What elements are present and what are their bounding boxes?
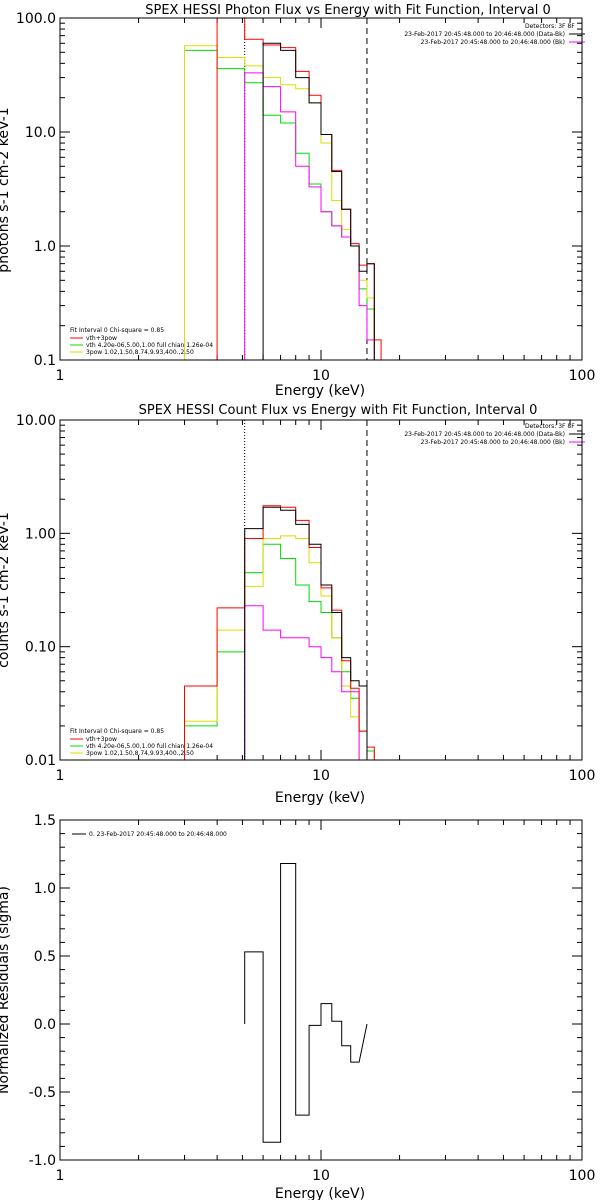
panel2-marks: [184, 420, 375, 761]
panel2-legend: Detectors: 3F 8F 23-Feb-2017 20:45:48.00…: [404, 423, 585, 446]
y-tick-label: -1.0: [29, 1153, 56, 1169]
panel1-fit-info: Fit Interval 0 Chi-square = 0.85 vth+3po…: [70, 327, 213, 356]
panel3-ylabel: Normalized Residuals (sigma): [0, 886, 12, 1094]
panel2-fit-line: vth+3pow: [86, 736, 117, 743]
panel1-fit-line: vth 4.20e-06,5.00,1.00 full chian 1.26e-…: [86, 342, 213, 349]
panel2-fit-line: vth 4.20e-06,5.00,1.00 full chian 1.26e-…: [86, 743, 213, 750]
x-tick-label: 10: [312, 768, 330, 784]
y-tick-label: 1.5: [34, 813, 56, 829]
x-tick-label: 100: [569, 768, 596, 784]
panel1-fit-line: vth+3pow: [86, 335, 117, 342]
y-tick-label: 0.0: [34, 1017, 56, 1033]
y-tick-label: 10.0: [25, 125, 56, 141]
x-tick-label: 10: [312, 368, 330, 384]
series-bk-histogram: [244, 605, 360, 760]
photon-flux-panel: SPEX HESSI Photon Flux vs Energy with Fi…: [0, 3, 595, 399]
y-tick-label: 0.5: [34, 949, 56, 965]
y-tick-label: 10.00: [16, 413, 56, 429]
residuals-histogram: [244, 863, 368, 1143]
x-tick-label: 1: [56, 1168, 65, 1184]
panel1-xlabel: Energy (keV): [275, 383, 365, 399]
panel2-ticks: 1 10 100 0.01 0.10 1.00 10.00: [16, 413, 595, 784]
y-tick-label: 0.01: [25, 753, 56, 769]
panel2-fit-line: Fit Interval 0 Chi-square = 0.85: [70, 728, 164, 735]
panel2-legend-header: Detectors: 3F 8F: [525, 423, 575, 430]
y-tick-label: 0.10: [25, 640, 56, 656]
panel1-frame: [59, 17, 583, 361]
panel2-fit-line: 3pow 1.02,1.50,8.74,9.93,400.,2.50: [86, 750, 194, 757]
panel1-legend: Detectors: 3F 8F 23-Feb-2017 20:45:48.00…: [404, 23, 585, 46]
panel2-legend-entry: 23-Feb-2017 20:45:48.000 to 20:46:48.000…: [404, 431, 565, 438]
panel3-ticks: 1 10 100 -1.0 -0.5 0.0 0.5 1.0 1.5: [29, 813, 596, 1184]
panel1-legend-header: Detectors: 3F 8F: [525, 23, 575, 30]
count-flux-panel: SPEX HESSI Count Flux vs Energy with Fit…: [0, 403, 595, 806]
x-tick-label: 100: [569, 1168, 596, 1184]
panel1-legend-entry: 23-Feb-2017 20:45:48.000 to 20:46:48.000…: [404, 31, 565, 38]
x-tick-label: 10: [312, 1168, 330, 1184]
panel1-legend-entry: 23-Feb-2017 20:45:48.000 to 20:46:48.000…: [421, 39, 565, 46]
panel1-marks: [184, 17, 382, 361]
y-tick-label: 100.0: [16, 11, 56, 27]
y-tick-label: 1.0: [34, 881, 56, 897]
panel1-ticks: 1 10 100 0.1 1.0 10.0 100.0: [16, 11, 595, 384]
y-tick-label: -0.5: [29, 1085, 56, 1101]
panel1-title: SPEX HESSI Photon Flux vs Energy with Fi…: [145, 3, 551, 18]
series-thermal-histogram: [184, 49, 382, 361]
panel2-title: SPEX HESSI Count Flux vs Energy with Fit…: [139, 403, 538, 418]
panel2-ylabel: counts s-1 cm-2 keV-1: [0, 512, 12, 668]
series-bk-histogram: [244, 72, 375, 360]
panel3-legend-entry: 0. 23-Feb-2017 20:45:48.000 to 20:46:48.…: [89, 831, 227, 838]
x-tick-label: 1: [56, 368, 65, 384]
panel1-fit-line: 3pow 1.02,1.50,8.74,9.93,400.,2.50: [86, 349, 194, 356]
series-total-histogram: [216, 17, 382, 360]
panel3-marks: [244, 863, 368, 1143]
x-tick-label: 1: [56, 768, 65, 784]
series-power-histogram: [184, 45, 382, 361]
panel1-ylabel: photons s-1 cm-2 keV-1: [0, 107, 12, 272]
series-thermal-histogram: [184, 543, 375, 760]
residuals-panel: Energy (keV) Normalized Residuals (sigma…: [0, 813, 595, 1200]
y-tick-label: 1.00: [25, 526, 56, 542]
x-tick-label: 100: [569, 368, 596, 384]
panel2-fit-info: Fit Interval 0 Chi-square = 0.85 vth+3po…: [70, 728, 213, 757]
y-tick-label: 1.0: [34, 239, 56, 255]
panel2-frame: [59, 419, 583, 761]
panel2-xlabel: Energy (keV): [275, 790, 365, 806]
y-tick-label: 0.1: [34, 353, 56, 369]
panel2-legend-entry: 23-Feb-2017 20:45:48.000 to 20:46:48.000…: [421, 439, 565, 446]
panel3-legend: 0. 23-Feb-2017 20:45:48.000 to 20:46:48.…: [72, 831, 227, 838]
panel3-xlabel: Energy (keV): [275, 1186, 365, 1200]
panel3-frame: [59, 819, 583, 1161]
series-data-histogram: [262, 42, 375, 360]
panel1-fit-line: Fit Interval 0 Chi-square = 0.85: [70, 327, 164, 334]
series-data-histogram: [244, 506, 368, 760]
